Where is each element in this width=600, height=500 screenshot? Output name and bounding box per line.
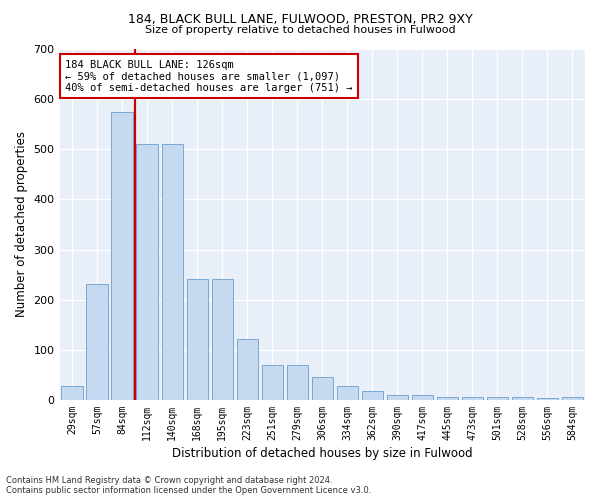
Bar xyxy=(537,398,558,400)
Bar xyxy=(236,339,258,400)
Bar xyxy=(462,398,483,400)
Bar xyxy=(387,395,408,400)
Text: 184 BLACK BULL LANE: 126sqm
← 59% of detached houses are smaller (1,097)
40% of : 184 BLACK BULL LANE: 126sqm ← 59% of det… xyxy=(65,60,352,92)
Bar xyxy=(161,144,183,400)
Bar xyxy=(61,386,83,400)
Bar xyxy=(287,365,308,400)
Bar xyxy=(262,365,283,400)
Bar xyxy=(512,398,533,400)
Bar xyxy=(212,278,233,400)
Bar xyxy=(187,278,208,400)
Text: 184, BLACK BULL LANE, FULWOOD, PRESTON, PR2 9XY: 184, BLACK BULL LANE, FULWOOD, PRESTON, … xyxy=(128,12,472,26)
Y-axis label: Number of detached properties: Number of detached properties xyxy=(15,132,28,318)
Bar xyxy=(337,386,358,400)
Bar xyxy=(562,397,583,400)
Bar xyxy=(86,284,108,400)
Bar xyxy=(136,144,158,400)
Text: Size of property relative to detached houses in Fulwood: Size of property relative to detached ho… xyxy=(145,25,455,35)
Text: Contains HM Land Registry data © Crown copyright and database right 2024.
Contai: Contains HM Land Registry data © Crown c… xyxy=(6,476,371,495)
Bar xyxy=(311,378,333,400)
Bar xyxy=(487,398,508,400)
Bar xyxy=(412,395,433,400)
X-axis label: Distribution of detached houses by size in Fulwood: Distribution of detached houses by size … xyxy=(172,447,473,460)
Bar xyxy=(437,398,458,400)
Bar xyxy=(362,391,383,400)
Bar xyxy=(112,112,133,400)
